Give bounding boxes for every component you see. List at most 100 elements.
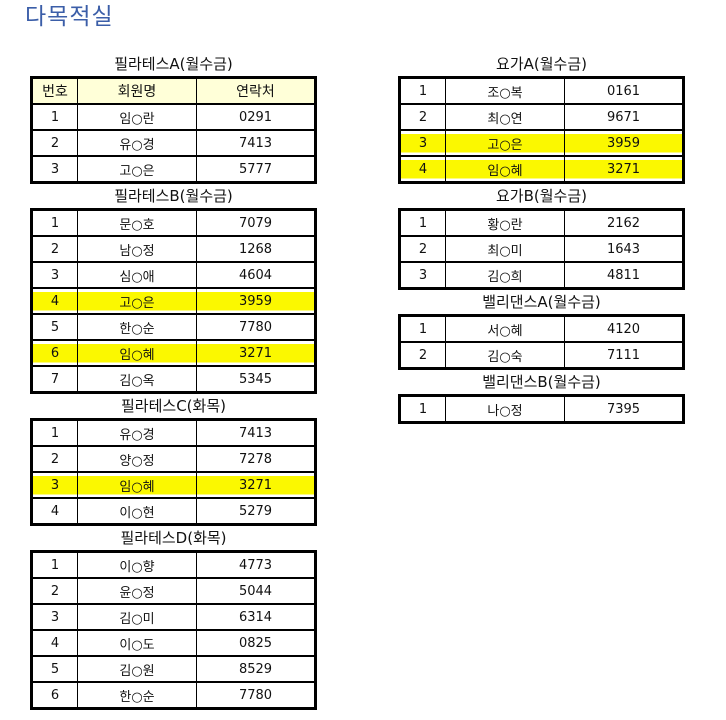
table-row-highlighted: 4 임○혜 3271 [399, 155, 684, 184]
row-number: 7 [31, 365, 78, 394]
member-name: 김○옥 [77, 365, 197, 394]
right-column: 요가A(월수금) 1 조○복 0161 2 최○연 9671 3 고○은 3959 4 임○혜 3271… [398, 52, 685, 424]
row-number: 2 [399, 103, 446, 131]
member-contact: 3959 [196, 287, 316, 315]
table-row: 6 한○순 7780 [31, 681, 316, 710]
table-header-row: 번호 회원명 연락처 [31, 76, 316, 105]
table-row: 2 최○연 9671 [399, 103, 684, 131]
table-row: 1 문○호 7079 [31, 208, 316, 237]
table-caption: 밸리댄스A(월수금) [482, 293, 601, 311]
row-number: 3 [31, 471, 78, 499]
table-row: 3 심○애 4604 [31, 261, 316, 289]
member-contact: 2162 [564, 208, 684, 237]
table-row: 2 윤○정 5044 [31, 577, 316, 605]
member-name: 조○복 [445, 76, 565, 105]
table-row: 5 한○순 7780 [31, 313, 316, 341]
row-number: 6 [31, 339, 78, 367]
member-contact: 7395 [564, 394, 684, 424]
member-contact: 5044 [196, 577, 316, 605]
member-contact: 8529 [196, 655, 316, 683]
member-name: 임○혜 [77, 471, 197, 499]
member-contact: 1268 [196, 235, 316, 263]
row-number: 2 [31, 235, 78, 263]
member-contact: 0291 [196, 103, 316, 131]
member-contact: 6314 [196, 603, 316, 631]
member-contact: 1643 [564, 235, 684, 263]
table-row: 1 이○향 4773 [31, 550, 316, 579]
member-name: 이○현 [77, 497, 197, 526]
table-row-highlighted: 4 고○은 3959 [31, 287, 316, 315]
member-name-header: 회원명 [77, 76, 197, 105]
class-roster-table: 1 이○향 4773 2 윤○정 5044 3 김○미 6314 4 이○도 0825 5 김○원 8529… [30, 550, 317, 710]
class-roster-table: 1 문○호 7079 2 남○정 1268 3 심○애 4604 4 고○은 3959 5 한○순 7780… [30, 208, 317, 394]
member-name: 한○순 [77, 681, 197, 710]
member-name: 김○원 [77, 655, 197, 683]
row-number: 1 [399, 208, 446, 237]
number-header: 번호 [31, 76, 78, 105]
member-contact: 0161 [564, 76, 684, 105]
table-row: 2 김○숙 7111 [399, 341, 684, 370]
member-name: 최○연 [445, 103, 565, 131]
member-name: 임○란 [77, 103, 197, 131]
member-name: 이○향 [77, 550, 197, 579]
table-caption: 요가A(월수금) [496, 55, 587, 73]
class-roster-table: 1 황○란 2162 2 최○미 1643 3 김○희 4811 [398, 208, 685, 290]
member-name: 나○정 [445, 394, 565, 424]
row-number: 1 [31, 208, 78, 237]
member-name: 남○정 [77, 235, 197, 263]
member-contact: 5777 [196, 155, 316, 184]
table-row: 2 양○정 7278 [31, 445, 316, 473]
class-roster-table: 1 유○경 7413 2 양○정 7278 3 임○혜 3271 4 이○현 5279 [30, 418, 317, 526]
member-contact: 4604 [196, 261, 316, 289]
table-row: 2 남○정 1268 [31, 235, 316, 263]
member-name: 황○란 [445, 208, 565, 237]
class-roster-table: 1 조○복 0161 2 최○연 9671 3 고○은 3959 4 임○혜 3271 [398, 76, 685, 184]
table-row: 3 고○은 5777 [31, 155, 316, 184]
row-number: 2 [399, 341, 446, 370]
table-row: 5 김○원 8529 [31, 655, 316, 683]
table-caption: 필라테스D(화목) [120, 529, 227, 547]
table-row-highlighted: 3 고○은 3959 [399, 129, 684, 157]
table-row: 1 서○혜 4120 [399, 314, 684, 343]
row-number: 1 [31, 103, 78, 131]
row-number: 4 [31, 497, 78, 526]
table-row: 1 조○복 0161 [399, 76, 684, 105]
row-number: 2 [31, 445, 78, 473]
member-contact: 4120 [564, 314, 684, 343]
member-name: 고○은 [445, 129, 565, 157]
member-name: 임○혜 [77, 339, 197, 367]
row-number: 5 [31, 313, 78, 341]
table-row: 1 나○정 7395 [399, 394, 684, 424]
member-contact: 3271 [196, 339, 316, 367]
row-number: 3 [31, 261, 78, 289]
left-column: 필라테스A(월수금) 번호 회원명 연락처 1 임○란 0291 2 유○경 7413 3 고○은 57… [30, 52, 317, 710]
member-name: 유○경 [77, 418, 197, 447]
member-name: 유○경 [77, 129, 197, 157]
row-number: 5 [31, 655, 78, 683]
member-name: 최○미 [445, 235, 565, 263]
table-row: 3 김○미 6314 [31, 603, 316, 631]
member-contact: 4811 [564, 261, 684, 290]
member-name: 김○미 [77, 603, 197, 631]
row-number: 1 [399, 76, 446, 105]
row-number: 1 [399, 394, 446, 424]
row-number: 1 [31, 418, 78, 447]
member-name: 서○혜 [445, 314, 565, 343]
member-contact: 3271 [564, 155, 684, 184]
table-row: 1 황○란 2162 [399, 208, 684, 237]
table-caption: 요가B(월수금) [496, 187, 587, 205]
table-row: 2 유○경 7413 [31, 129, 316, 157]
table-row: 2 최○미 1643 [399, 235, 684, 263]
contact-header: 연락처 [196, 76, 316, 105]
row-number: 1 [31, 550, 78, 579]
table-row: 4 이○도 0825 [31, 629, 316, 657]
member-name: 고○은 [77, 287, 197, 315]
table-row: 7 김○옥 5345 [31, 365, 316, 394]
row-number: 1 [399, 314, 446, 343]
member-name: 이○도 [77, 629, 197, 657]
member-contact: 7413 [196, 418, 316, 447]
class-roster-table: 1 나○정 7395 [398, 394, 685, 424]
member-name: 심○애 [77, 261, 197, 289]
class-roster-table: 1 서○혜 4120 2 김○숙 7111 [398, 314, 685, 370]
row-number: 2 [31, 577, 78, 605]
